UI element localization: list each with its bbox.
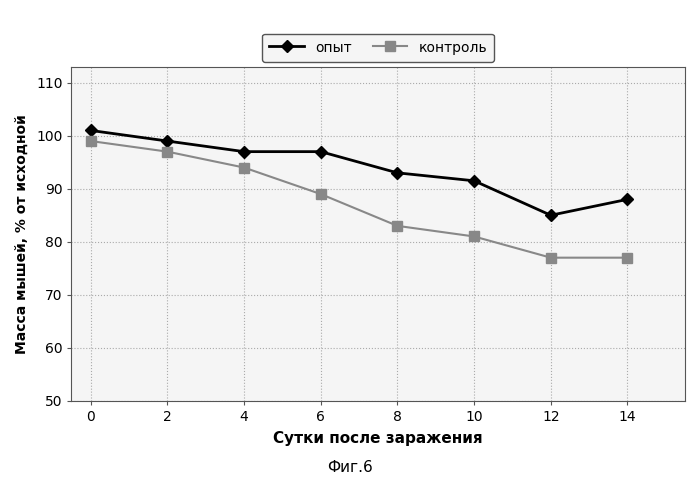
опыт xyxy=(240,149,248,155)
опыт xyxy=(547,212,555,218)
контроль xyxy=(623,255,631,261)
Line: контроль: контроль xyxy=(86,136,632,263)
опыт xyxy=(393,170,402,176)
опыт xyxy=(86,128,94,133)
контроль xyxy=(470,234,478,240)
Line: опыт: опыт xyxy=(87,126,631,219)
X-axis label: Сутки после заражения: Сутки после заражения xyxy=(274,431,483,446)
Legend: опыт, контроль: опыт, контроль xyxy=(262,34,494,61)
контроль xyxy=(240,165,248,170)
Y-axis label: Масса мышей, % от исходной: Масса мышей, % от исходной xyxy=(15,114,29,354)
контроль xyxy=(393,223,402,229)
контроль xyxy=(86,138,94,144)
контроль xyxy=(316,191,325,197)
опыт xyxy=(163,138,172,144)
опыт xyxy=(316,149,325,155)
Text: Фиг.6: Фиг.6 xyxy=(327,460,373,475)
контроль xyxy=(547,255,555,261)
опыт xyxy=(623,196,631,202)
опыт xyxy=(470,178,478,184)
контроль xyxy=(163,149,172,155)
